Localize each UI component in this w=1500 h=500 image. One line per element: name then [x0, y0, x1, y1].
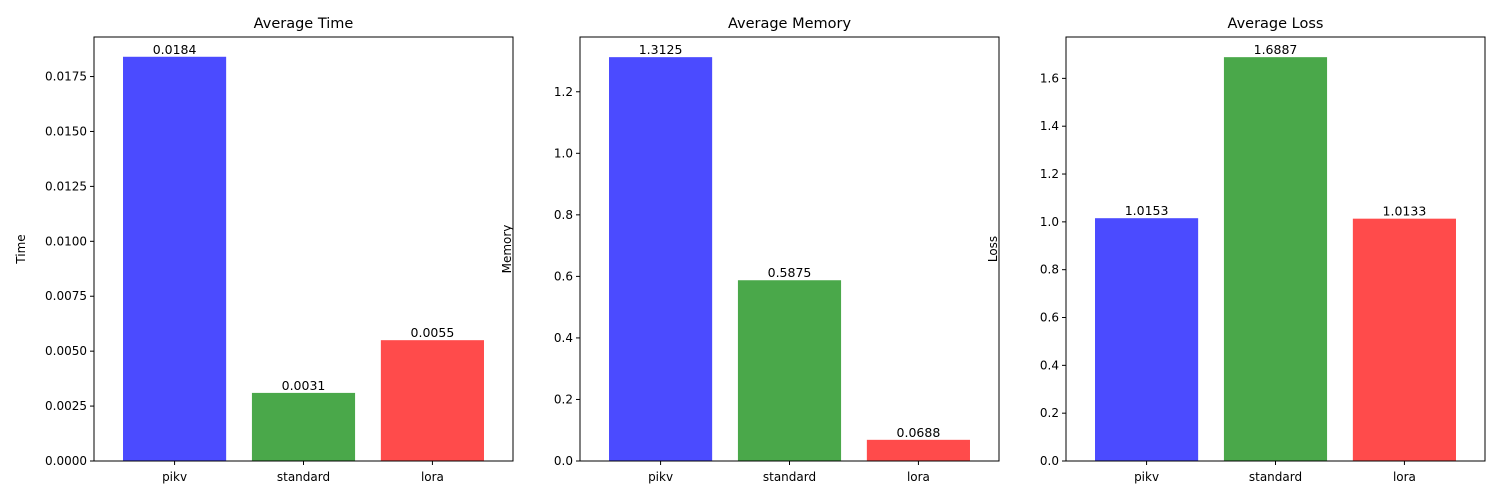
data-label-pikv: 1.0153: [1125, 203, 1169, 218]
y-tick-label: 1.2: [1040, 167, 1059, 181]
chart-average-memory: Average Memory Memory 1.3125 0.5875 0.0688 0.…: [500, 16, 1000, 484]
y-tick-label: 0.4: [1040, 358, 1059, 372]
x-tick-label: pikv: [1134, 470, 1159, 484]
y-tick-label: 0.6: [554, 269, 573, 283]
data-label-lora: 0.0688: [897, 425, 941, 440]
bar-lora: [866, 439, 970, 461]
chart-title: Average Time: [254, 16, 354, 32]
y-axis-label: Memory: [500, 225, 514, 274]
y-tick-label: 0.0000: [45, 454, 87, 468]
x-tick-label: standard: [1249, 470, 1302, 484]
x-tick-label: lora: [907, 470, 930, 484]
y-tick-label: 0.2: [1040, 406, 1059, 420]
y-tick-label: 1.6: [1040, 71, 1059, 85]
bar-lora: [380, 340, 484, 461]
data-label-standard: 0.0031: [282, 378, 326, 393]
y-tick-label: 1.0: [554, 146, 573, 160]
y-tick-label: 0.4: [554, 331, 573, 345]
bar-standard: [737, 280, 842, 461]
data-label-standard: 1.6887: [1254, 42, 1298, 57]
y-tick-label: 0.0075: [45, 289, 87, 303]
bar-pikv: [609, 57, 713, 462]
bar-pikv: [1095, 218, 1199, 461]
bar-standard: [251, 392, 356, 461]
y-tick-label: 1.2: [554, 85, 573, 99]
y-tick-label: 1.4: [1040, 119, 1059, 133]
chart-title: Average Loss: [1228, 16, 1324, 32]
chart-average-time: Average Time Time 0.0184 0.0031 0.0055 0.0000…: [14, 16, 514, 484]
y-tick-label: 0.0: [1040, 454, 1059, 468]
y-tick-label: 0.6: [1040, 311, 1059, 325]
y-tick-label: 1.0: [1040, 215, 1059, 229]
chart-average-loss: Average Loss Loss 1.0153 1.6887 1.0133 0.0 0.2…: [986, 16, 1486, 484]
y-tick-label: 0.0: [554, 454, 573, 468]
y-axis-label: Time: [14, 234, 28, 264]
y-tick-label: 0.0175: [45, 70, 87, 84]
data-label-pikv: 0.0184: [153, 42, 197, 57]
chart-title: Average Memory: [728, 16, 852, 32]
bar-pikv: [123, 56, 227, 461]
data-label-lora: 1.0133: [1383, 204, 1427, 219]
y-tick-label: 0.8: [554, 208, 573, 222]
x-tick-label: pikv: [648, 470, 673, 484]
y-tick-label: 0.8: [1040, 263, 1059, 277]
y-axis-label: Loss: [986, 236, 1000, 262]
y-tick-label: 0.0125: [45, 179, 87, 193]
bar-lora: [1352, 218, 1456, 461]
y-tick-label: 0.0025: [45, 399, 87, 413]
y-tick-label: 0.0050: [45, 344, 87, 358]
x-tick-label: lora: [1393, 470, 1416, 484]
data-label-pikv: 1.3125: [639, 42, 683, 57]
y-tick-label: 0.0150: [45, 124, 87, 138]
y-tick-label: 0.0100: [45, 234, 87, 248]
x-tick-label: standard: [277, 470, 330, 484]
data-label-lora: 0.0055: [411, 325, 455, 340]
bar-standard: [1223, 57, 1328, 461]
x-tick-label: pikv: [162, 470, 187, 484]
data-label-standard: 0.5875: [768, 265, 812, 280]
x-tick-label: standard: [763, 470, 816, 484]
y-tick-label: 0.2: [554, 392, 573, 406]
x-tick-label: lora: [421, 470, 444, 484]
